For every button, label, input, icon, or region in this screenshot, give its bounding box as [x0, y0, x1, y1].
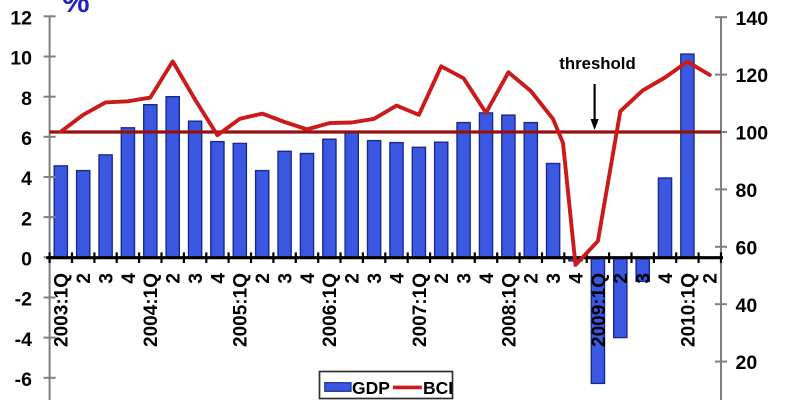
svg-text:2: 2 [701, 273, 722, 284]
svg-text:2: 2 [343, 273, 364, 284]
svg-text:2: 2 [164, 273, 185, 284]
svg-text:20: 20 [736, 352, 758, 374]
svg-text:2: 2 [611, 273, 632, 284]
svg-text:12: 12 [10, 8, 32, 30]
svg-text:6: 6 [21, 128, 32, 150]
svg-text:3: 3 [365, 273, 386, 284]
svg-text:2009:1Q: 2009:1Q [589, 273, 610, 347]
svg-text:3: 3 [455, 273, 476, 284]
svg-text:2: 2 [74, 273, 95, 284]
svg-text:4: 4 [119, 273, 140, 284]
svg-text:60: 60 [736, 237, 758, 259]
svg-text:-4: -4 [15, 329, 32, 351]
svg-text:-6: -6 [15, 369, 32, 391]
svg-text:threshold: threshold [559, 54, 635, 73]
svg-text:-2: -2 [15, 289, 32, 311]
svg-text:%: % [62, 0, 90, 19]
svg-text:3: 3 [634, 273, 655, 284]
svg-text:3: 3 [186, 273, 207, 284]
svg-text:4: 4 [387, 273, 408, 284]
svg-text:2008:1Q: 2008:1Q [499, 273, 520, 347]
svg-text:120: 120 [736, 65, 769, 87]
svg-text:2: 2 [21, 208, 32, 230]
svg-text:2006:1Q: 2006:1Q [320, 273, 341, 347]
svg-text:BCI: BCI [423, 378, 453, 398]
svg-text:2005:1Q: 2005:1Q [231, 273, 252, 347]
svg-text:0: 0 [21, 249, 32, 271]
svg-text:2: 2 [432, 273, 453, 284]
svg-text:40: 40 [736, 295, 758, 317]
svg-text:2: 2 [522, 273, 543, 284]
svg-text:2004:1Q: 2004:1Q [141, 273, 162, 347]
svg-text:4: 4 [566, 273, 587, 284]
svg-text:2010:1Q: 2010:1Q [678, 273, 699, 347]
svg-text:2007:1Q: 2007:1Q [410, 273, 431, 347]
svg-text:8: 8 [21, 88, 32, 110]
svg-text:4: 4 [208, 273, 229, 284]
svg-text:3: 3 [276, 273, 297, 284]
svg-text:2003:1Q: 2003:1Q [52, 273, 73, 347]
svg-text:3: 3 [544, 273, 565, 284]
svg-text:GDP: GDP [352, 378, 390, 398]
svg-text:140: 140 [736, 8, 769, 30]
svg-text:4: 4 [477, 273, 498, 284]
svg-text:3: 3 [97, 273, 118, 284]
svg-text:4: 4 [656, 273, 677, 284]
svg-text:4: 4 [298, 273, 319, 284]
svg-text:2: 2 [253, 273, 274, 284]
svg-text:10: 10 [10, 48, 32, 70]
svg-text:80: 80 [736, 180, 758, 202]
svg-text:100: 100 [736, 123, 769, 145]
svg-text:4: 4 [21, 168, 32, 190]
